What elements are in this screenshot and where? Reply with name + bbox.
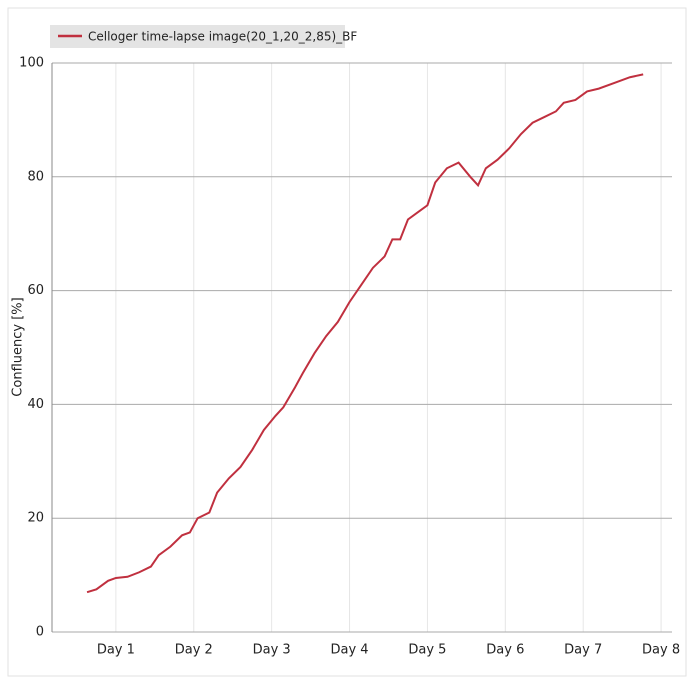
y-tick-label: 0 bbox=[36, 625, 44, 640]
frame bbox=[7, 7, 687, 677]
y-tick-label: 100 bbox=[19, 56, 44, 71]
x-tick-label: Day 2 bbox=[175, 643, 213, 658]
x-tick-label: Day 4 bbox=[330, 643, 368, 658]
y-tick-label: 40 bbox=[27, 397, 44, 412]
data-line bbox=[86, 73, 644, 594]
legend-box bbox=[50, 25, 345, 48]
y-axis-label: Confluency [%] bbox=[11, 297, 26, 396]
x-tick-label: Day 8 bbox=[642, 643, 680, 658]
legend-label: Celloger time-lapse image(20_1,20_2,85)_… bbox=[88, 30, 357, 44]
y-tick-label: 80 bbox=[27, 169, 44, 184]
x-tick-label: Day 3 bbox=[253, 643, 291, 658]
x-tick-label: Day 1 bbox=[97, 643, 135, 658]
x-tick-label: Day 7 bbox=[564, 643, 602, 658]
y-tick-label: 20 bbox=[27, 511, 44, 526]
y-tick-label: 60 bbox=[27, 283, 44, 298]
x-tick-label: Day 6 bbox=[486, 643, 524, 658]
x-tick-label: Day 5 bbox=[408, 643, 446, 658]
